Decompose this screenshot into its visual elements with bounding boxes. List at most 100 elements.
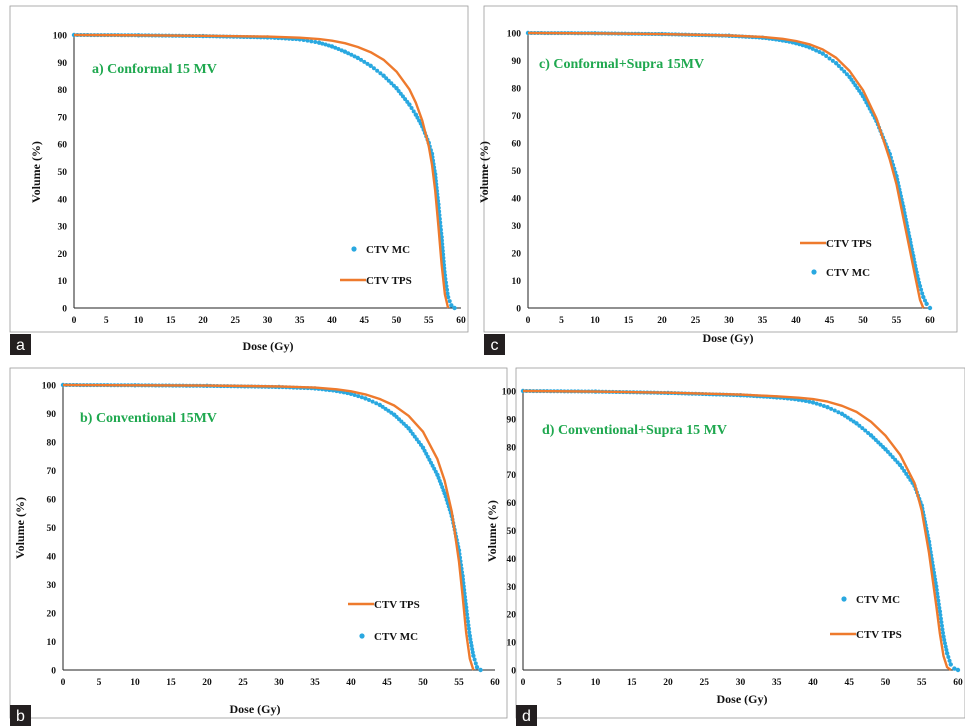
- ctv-mc-point: [416, 440, 421, 445]
- legend-ctv-tps-label: CTV TPS: [856, 629, 902, 641]
- y-tick-label: 30: [507, 583, 517, 593]
- y-tick-label: 20: [512, 250, 522, 260]
- ctv-mc-point: [478, 667, 483, 673]
- ctv-mc-point: [818, 402, 823, 407]
- y-tick-label: 40: [512, 195, 522, 205]
- ctv-mc-point: [845, 415, 850, 420]
- ctv-mc-point: [885, 449, 890, 454]
- ctv-mc-point: [365, 61, 370, 66]
- ctv-mc-point: [817, 50, 822, 55]
- ctv-mc-point: [922, 298, 927, 303]
- ctv-mc-point: [942, 641, 947, 646]
- ctv-mc-point: [939, 623, 944, 628]
- ctv-mc-point: [441, 255, 446, 260]
- x-axis-title: Dose (Gy): [717, 692, 768, 706]
- ctv-mc-point: [443, 494, 448, 499]
- ctv-mc-point: [464, 608, 469, 613]
- x-tick-label: 0: [521, 678, 526, 688]
- ctv-mc-point: [400, 94, 405, 99]
- y-tick-label: 100: [502, 388, 517, 398]
- ctv-mc-point: [470, 647, 475, 652]
- chart-panel-a: 0 10 20 30 40 50 60 70 80 90 100 0 5 10 15 20 25 30 35 40 45…: [9, 5, 469, 355]
- ctv-mc-point: [465, 615, 470, 620]
- ctv-mc-point: [940, 627, 945, 632]
- ctv-mc-point: [466, 623, 471, 628]
- ctv-mc-point: [436, 475, 441, 480]
- x-tick-label: 45: [825, 316, 835, 326]
- legend-ctv-mc-label: CTV MC: [374, 631, 418, 643]
- ctv-mc-point: [916, 277, 921, 282]
- ctv-mc-point: [407, 102, 412, 107]
- legend-ctv-mc-marker: [359, 633, 365, 639]
- y-tick-label: 50: [58, 168, 68, 178]
- ctv-mc-point: [848, 417, 853, 422]
- ctv-mc-point: [472, 657, 477, 662]
- x-tick-label: 55: [892, 316, 902, 326]
- ctv-mc-point: [941, 634, 946, 639]
- ctv-mc-point: [359, 57, 364, 62]
- ctv-mc-point: [339, 48, 344, 53]
- ctv-mc-point: [359, 395, 364, 400]
- ctv-mc-point: [452, 305, 457, 311]
- y-tick-label: 50: [47, 524, 57, 534]
- ctv-mc-point: [467, 633, 472, 638]
- series-ctv-tps: [527, 31, 925, 309]
- ctv-mc-point: [367, 398, 371, 403]
- ctv-mc-point: [921, 294, 926, 300]
- ctv-mc-point: [355, 55, 360, 61]
- ctv-mc-point: [810, 46, 815, 51]
- x-tick-label: 45: [382, 678, 392, 688]
- y-tick-label: 20: [507, 611, 517, 621]
- y-tick-label: 60: [47, 496, 57, 506]
- chart-panel-d: 0 10 20 30 40 50 60 70 80 90 100 0 5 10 15 20 25 30 35 40 45…: [485, 367, 965, 726]
- x-tick-label: 0: [526, 316, 531, 326]
- ctv-mc-point: [844, 72, 849, 77]
- y-tick-label: 100: [42, 382, 57, 392]
- x-tick-label: 15: [166, 678, 176, 688]
- ctv-mc-point: [349, 52, 354, 57]
- ctv-mc-point: [449, 303, 454, 308]
- x-tick-label: 15: [166, 316, 176, 326]
- y-tick-label: 100: [507, 30, 522, 40]
- ctv-mc-point: [422, 448, 427, 453]
- ctv-mc-point: [417, 118, 422, 123]
- ctv-mc-point: [444, 284, 449, 289]
- x-tick-label: 60: [925, 316, 935, 326]
- panel-badge-letter: d: [522, 708, 531, 725]
- series-ctv-tps: [73, 33, 450, 309]
- x-tick-label: 50: [881, 678, 891, 688]
- x-axis-title: Dose (Gy): [230, 702, 281, 716]
- x-tick-label: 45: [360, 316, 370, 326]
- ctv-mc-point: [467, 630, 472, 635]
- ctv-mc-point: [441, 259, 446, 264]
- x-tick-label: 5: [104, 316, 109, 326]
- ctv-mc-point: [403, 97, 408, 102]
- ctv-mc-point: [414, 437, 419, 442]
- ctv-mc-point: [821, 403, 826, 408]
- ctv-mc-point: [932, 573, 937, 578]
- ctv-mc-point: [440, 241, 445, 246]
- ctv-mc-point: [948, 662, 953, 667]
- y-tick-label: 40: [507, 555, 517, 565]
- x-tick-label: 20: [198, 316, 208, 326]
- y-tick-label: 10: [507, 639, 517, 649]
- ctv-mc-point: [313, 39, 318, 44]
- panel-badge: [516, 705, 537, 726]
- x-tick-label: 55: [424, 316, 434, 326]
- ctv-mc-point: [937, 605, 942, 610]
- ctv-mc-point: [465, 612, 470, 617]
- ctv-mc-point: [854, 421, 859, 426]
- ctv-mc-point: [415, 115, 420, 120]
- ctv-mc-point: [934, 587, 939, 592]
- y-tick-label: 80: [58, 86, 68, 96]
- panel-title: c) Conformal+Supra 15MV: [539, 57, 704, 72]
- ctv-mc-point: [384, 76, 389, 81]
- x-tick-label: 40: [808, 678, 818, 688]
- ctv-mc-point: [463, 601, 468, 606]
- ctv-mc-point: [842, 413, 847, 418]
- ctv-mc-point: [834, 61, 839, 66]
- legend-ctv-tps-label: CTV TPS: [826, 238, 872, 250]
- legend: CTV TPS CTV MC: [800, 238, 872, 279]
- x-tick-label: 45: [845, 678, 855, 688]
